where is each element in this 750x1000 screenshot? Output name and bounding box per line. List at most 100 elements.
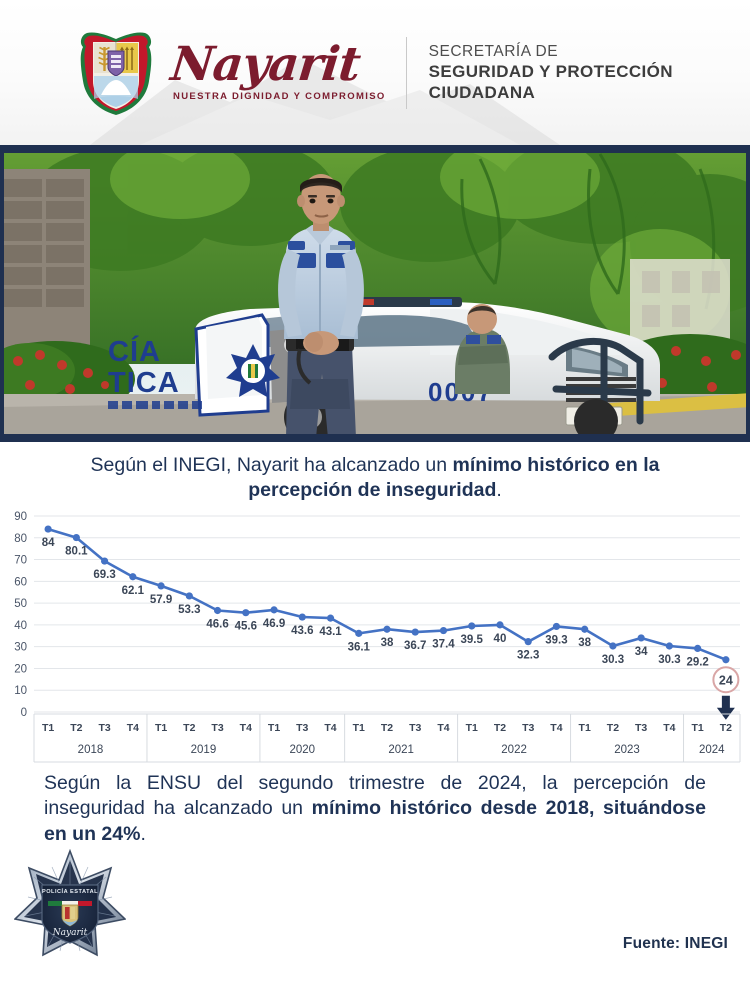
policia-estatal-badge-icon: POLICÍA ESTATAL Nayarit <box>14 849 126 957</box>
svg-text:CÍA: CÍA <box>108 334 161 368</box>
chart-data-point[interactable] <box>44 525 52 533</box>
chart-data-label: 84 <box>42 537 55 549</box>
y-axis-tick-label: 90 <box>14 511 27 523</box>
secretaria-line-3: CIUDADANA <box>428 83 536 103</box>
x-axis-year-label: 2020 <box>289 744 315 756</box>
brand-wordmark: Nayarit <box>168 36 363 92</box>
chart-headline-bold-1: mínimo histórico en la percepción de ins… <box>248 454 660 501</box>
page-footer: POLICÍA ESTATAL Nayarit Fuente: INEGI <box>0 847 750 969</box>
chart-data-point[interactable] <box>524 638 532 646</box>
x-axis-quarter-label: T2 <box>720 722 732 734</box>
second-officer <box>455 304 510 394</box>
chart-data-label: 30.3 <box>658 654 680 666</box>
chart-data-label: 46.9 <box>263 618 285 630</box>
x-axis-quarter-label: T1 <box>268 722 280 734</box>
chart-data-label: 34 <box>635 646 648 658</box>
chart-headline-normal-2: . <box>496 478 502 501</box>
chart-data-label: 30.3 <box>602 654 624 666</box>
chart-data-point[interactable] <box>609 642 617 650</box>
badge-script-text: Nayarit <box>52 928 88 938</box>
chart-data-point[interactable] <box>383 625 391 633</box>
chart-data-label: 39.3 <box>545 635 567 647</box>
y-axis-tick-label: 20 <box>14 664 27 676</box>
chart-canvas: 0 10 20 30 40 50 60 70 80 90 84 80.1 69.3 62.1 57.9 53.… <box>14 511 741 763</box>
x-axis-quarter-label: T1 <box>692 722 704 734</box>
chart-data-point[interactable] <box>722 656 730 664</box>
chart-data-label: 37.4 <box>432 639 455 651</box>
chart-data-point[interactable] <box>72 534 80 542</box>
y-axis-tick-label: 70 <box>14 555 27 567</box>
x-axis-quarter-label: T3 <box>635 722 647 734</box>
y-axis-tick-label: 0 <box>21 707 27 719</box>
x-axis-year-label: 2021 <box>388 744 414 756</box>
chart-data-point[interactable] <box>185 592 193 600</box>
y-axis-tick-label: 60 <box>14 576 27 588</box>
chart-data-point[interactable] <box>213 607 222 615</box>
summary-normal-1: Según la ENSU del segundo trimestre de 2… <box>44 772 706 820</box>
summary-normal-2: . <box>140 822 146 845</box>
svg-text:TICA: TICA <box>108 367 180 399</box>
secretaria-title-block: SECRETARÍA DE SEGURIDAD Y PROTECCIÓN CIU… <box>429 42 673 103</box>
chart-data-label: 40 <box>494 633 507 645</box>
x-axis-quarter-label: T2 <box>607 722 619 734</box>
summary-paragraph: Según la ENSU del segundo trimestre de 2… <box>0 763 750 847</box>
x-axis-year-label: 2019 <box>191 744 217 756</box>
chart-data-point[interactable] <box>496 621 504 629</box>
x-axis-quarter-label: T3 <box>296 722 308 734</box>
chart-headline: Según el INEGI, Nayarit ha alcanzado un … <box>0 450 750 508</box>
brand-tagline: NUESTRA DIGNIDAD Y COMPROMISO <box>173 91 386 103</box>
x-axis-year-label: 2023 <box>614 744 640 756</box>
summary-bold-1: mínimo histórico desde 2018, situándose … <box>44 797 706 845</box>
chart-data-point[interactable] <box>552 622 561 631</box>
x-axis-quarter-label: T1 <box>42 722 54 734</box>
chart-data-point[interactable] <box>439 627 448 635</box>
x-axis-quarter-label: T2 <box>70 722 82 734</box>
chart-data-label: 36.1 <box>348 642 371 654</box>
chart-headline-normal-1: Según el INEGI, Nayarit ha alcanzado un <box>90 454 453 476</box>
x-axis-quarter-label: T2 <box>381 722 393 734</box>
chart-data-label: 43.6 <box>291 625 313 637</box>
x-axis-quarter-label: T4 <box>550 722 562 734</box>
chart-data-point[interactable] <box>157 582 165 590</box>
chart-data-point[interactable] <box>129 573 137 581</box>
chart-data-point[interactable] <box>665 642 674 650</box>
x-axis-year-label: 2022 <box>501 744 527 756</box>
chart-data-point[interactable] <box>270 606 278 614</box>
chart-data-label: 32.3 <box>517 650 539 662</box>
x-axis-quarter-label: T3 <box>211 722 223 734</box>
highlight-value-label: 24 <box>719 674 733 688</box>
chart-data-point[interactable] <box>326 614 335 622</box>
chart-data-label: 38 <box>578 637 591 649</box>
x-axis-quarter-label: T3 <box>409 722 421 734</box>
chart-data-label: 80.1 <box>65 546 88 558</box>
badge-top-text: POLICÍA ESTATAL <box>42 887 98 895</box>
chart-data-point[interactable] <box>468 622 476 630</box>
x-axis-quarter-label: T4 <box>663 722 675 734</box>
header-vertical-divider <box>405 36 407 109</box>
chart-data-point[interactable] <box>581 625 589 633</box>
chart-data-label: 69.3 <box>93 569 115 581</box>
chart-data-point[interactable] <box>101 557 109 565</box>
x-axis-quarter-label: T3 <box>98 722 110 734</box>
source-label: Fuente: INEGI <box>622 935 728 953</box>
x-axis-quarter-label: T4 <box>127 722 139 734</box>
highlight-down-arrow-icon <box>716 695 735 720</box>
chart-data-label: 53.3 <box>178 604 200 616</box>
chart-data-point[interactable] <box>694 644 702 653</box>
chart-data-point[interactable] <box>411 628 419 636</box>
chart-data-label: 43.1 <box>319 626 342 638</box>
chart-data-point[interactable] <box>637 634 645 642</box>
chart-data-point[interactable] <box>242 609 250 617</box>
photo-band: CÍA TICA <box>0 145 750 442</box>
x-axis-quarter-label: T1 <box>353 722 365 734</box>
y-axis-tick-label: 50 <box>14 598 27 610</box>
chart-data-point[interactable] <box>298 613 306 621</box>
x-axis-quarter-label: T2 <box>183 722 195 734</box>
highlight-circle <box>712 666 740 694</box>
main-officer <box>278 174 364 438</box>
y-axis-tick-label: 40 <box>14 620 27 632</box>
x-axis-quarter-label: T2 <box>494 722 506 734</box>
chart-data-point[interactable] <box>355 629 363 638</box>
secretaria-line-2: SEGURIDAD Y PROTECCIÓN <box>428 62 673 82</box>
x-axis-quarter-label: T3 <box>522 722 534 734</box>
